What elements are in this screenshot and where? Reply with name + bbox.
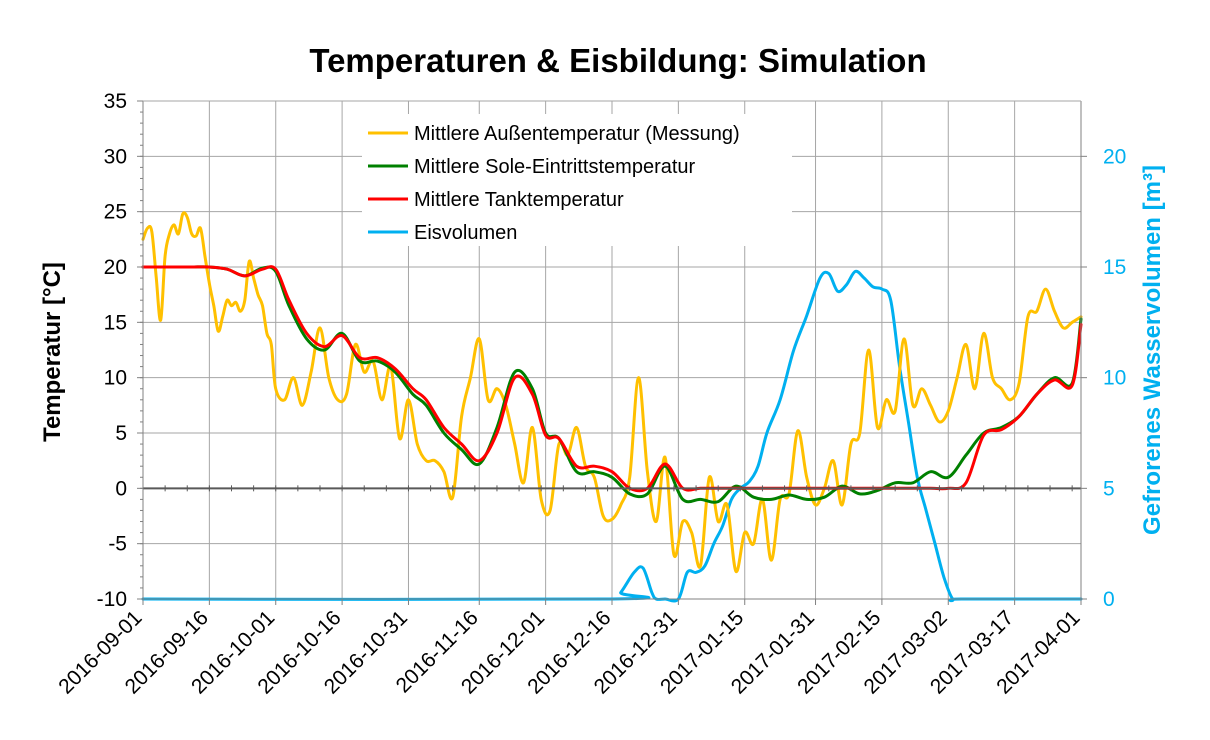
legend: Mittlere Außentemperatur (Messung) Mittle… — [362, 114, 792, 246]
y2-tick-label: 0 — [1103, 588, 1115, 611]
y-tick-label: 20 — [104, 256, 127, 279]
y-tick-label: -10 — [97, 588, 127, 611]
y-tick-label: 0 — [115, 477, 127, 500]
y-tick-label: 10 — [104, 367, 127, 390]
y2-tick-label: 10 — [1103, 367, 1126, 390]
x-tick-labels: 2016-09-012016-09-162016-10-012016-10-16… — [54, 606, 1084, 698]
axes — [137, 100, 1087, 605]
y-tick-label: 30 — [104, 145, 127, 168]
legend-background — [362, 114, 792, 246]
legend-label-outdoor-temperature: Mittlere Außentemperatur (Messung) — [414, 123, 740, 145]
y2-tick-label: 5 — [1103, 477, 1115, 500]
series-line-brine-inlet-temperature — [141, 265, 1083, 504]
legend-label-tank-temperature: Mittlere Tanktemperatur — [414, 189, 624, 211]
series-line-ice-volume — [141, 269, 1083, 603]
chart-title: Temperaturen & Eisbildung: Simulation — [309, 42, 926, 79]
y2-tick-labels: 20 15 10 5 0 — [1103, 145, 1126, 611]
y-tick-label: 15 — [104, 311, 127, 334]
y2-axis-title: Gefrorenes Wasservolumen [m³] — [1139, 165, 1166, 535]
series-line-outdoor-temperature — [141, 211, 1083, 573]
y-tick-label: 5 — [115, 422, 127, 445]
y2-tick-label: 15 — [1103, 256, 1126, 279]
y-tick-label: 25 — [104, 201, 127, 224]
y-axis-title: Temperatur [°C] — [39, 262, 66, 442]
y-tick-label: -5 — [108, 533, 127, 556]
y-tick-labels: 35 30 25 20 15 10 5 0 -5 -10 — [97, 90, 127, 611]
y2-tick-label: 20 — [1103, 145, 1126, 168]
legend-label-brine-inlet-temperature: Mittlere Sole-Eintrittstemperatur — [414, 156, 696, 178]
legend-label-ice-volume: Eisvolumen — [414, 222, 517, 244]
y-tick-label: 35 — [104, 90, 127, 113]
